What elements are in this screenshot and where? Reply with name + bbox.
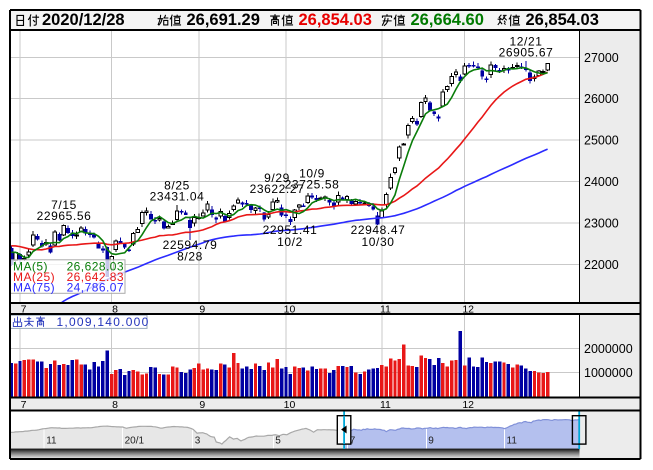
- svg-text:9: 9: [199, 303, 205, 315]
- svg-text:11: 11: [46, 436, 57, 447]
- svg-text:26,664.60: 26,664.60: [411, 11, 484, 29]
- svg-text:22965.56: 22965.56: [37, 209, 92, 223]
- svg-text:12/21: 12/21: [509, 35, 542, 49]
- svg-text:22000: 22000: [584, 258, 619, 272]
- svg-text:10/2: 10/2: [277, 235, 303, 249]
- svg-text:9: 9: [428, 436, 434, 447]
- svg-text:10/9: 10/9: [299, 167, 325, 181]
- svg-text:27000: 27000: [584, 51, 619, 65]
- svg-text:5: 5: [275, 436, 281, 447]
- svg-text:26,854.03: 26,854.03: [299, 11, 372, 29]
- svg-text:MA(5): MA(5): [13, 259, 48, 273]
- svg-text:23725.58: 23725.58: [285, 178, 340, 192]
- svg-text:2000000: 2000000: [584, 342, 633, 356]
- svg-text:25000: 25000: [584, 134, 619, 148]
- svg-text:10: 10: [284, 399, 296, 411]
- svg-text:11: 11: [380, 303, 391, 315]
- svg-text:9/29: 9/29: [264, 171, 290, 185]
- svg-text:23000: 23000: [584, 217, 619, 231]
- svg-text:12: 12: [462, 399, 474, 411]
- svg-text:9: 9: [199, 399, 205, 411]
- svg-text:7/15: 7/15: [51, 198, 77, 212]
- svg-text:26905.67: 26905.67: [499, 46, 554, 60]
- svg-text:22948.47: 22948.47: [351, 223, 406, 237]
- svg-text:26000: 26000: [584, 92, 619, 106]
- svg-text:10/30: 10/30: [361, 235, 394, 249]
- svg-text:11: 11: [507, 436, 518, 447]
- svg-text:26,854.03: 26,854.03: [526, 11, 599, 29]
- svg-text:MA(75): MA(75): [13, 281, 55, 295]
- svg-text:2020/12/28: 2020/12/28: [42, 11, 125, 29]
- svg-text:MA(25): MA(25): [13, 270, 55, 284]
- svg-text:8: 8: [112, 399, 118, 411]
- svg-text:8/28: 8/28: [177, 250, 203, 264]
- svg-text:20/1: 20/1: [125, 436, 145, 447]
- svg-text:23431.04: 23431.04: [150, 190, 205, 204]
- svg-text:7: 7: [21, 303, 27, 315]
- svg-text:26,628.03: 26,628.03: [67, 259, 124, 273]
- svg-text:23622.27: 23622.27: [250, 182, 305, 196]
- svg-text:22951.41: 22951.41: [263, 223, 318, 237]
- svg-text:1000000: 1000000: [584, 366, 633, 380]
- svg-text:24000: 24000: [584, 175, 619, 189]
- svg-text:8/25: 8/25: [164, 179, 190, 193]
- svg-text:24,786.07: 24,786.07: [67, 281, 124, 295]
- svg-text:1,009,140.000: 1,009,140.000: [57, 315, 150, 329]
- svg-text:7: 7: [21, 399, 27, 411]
- svg-text:3: 3: [195, 436, 201, 447]
- svg-text:8: 8: [112, 303, 118, 315]
- svg-text:26,642.83: 26,642.83: [67, 270, 124, 284]
- svg-text:11: 11: [380, 399, 391, 411]
- svg-text:22594.79: 22594.79: [163, 238, 218, 252]
- svg-text:10: 10: [284, 303, 296, 315]
- svg-text:12: 12: [462, 303, 474, 315]
- svg-text:26,691.29: 26,691.29: [187, 11, 260, 29]
- svg-text:7: 7: [350, 436, 356, 447]
